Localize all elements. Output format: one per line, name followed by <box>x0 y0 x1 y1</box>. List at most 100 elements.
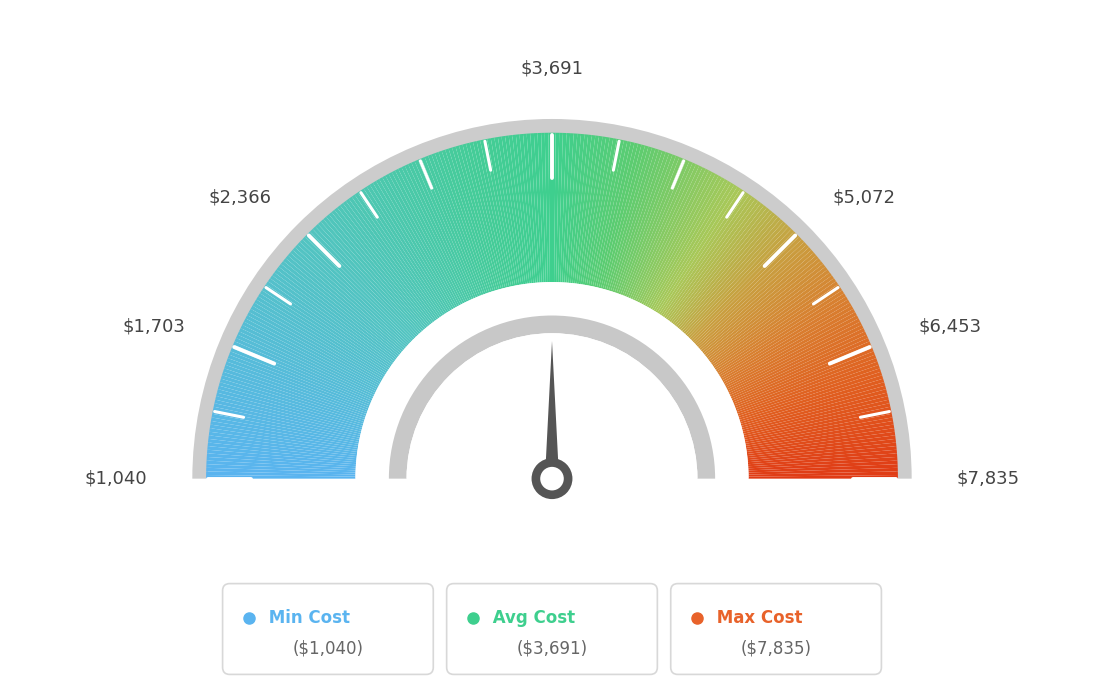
Wedge shape <box>206 475 355 479</box>
Wedge shape <box>337 206 432 324</box>
Wedge shape <box>746 424 894 450</box>
Wedge shape <box>576 135 599 284</box>
Wedge shape <box>634 164 699 301</box>
Wedge shape <box>639 169 709 304</box>
Wedge shape <box>676 210 773 327</box>
Wedge shape <box>340 203 433 324</box>
Text: $3,691: $3,691 <box>520 60 584 78</box>
Wedge shape <box>719 297 848 377</box>
Wedge shape <box>516 135 533 283</box>
Wedge shape <box>725 315 859 388</box>
Text: ($7,835): ($7,835) <box>741 639 811 657</box>
Wedge shape <box>578 136 603 284</box>
Wedge shape <box>697 244 809 347</box>
Wedge shape <box>666 197 755 319</box>
Wedge shape <box>734 348 873 406</box>
Wedge shape <box>227 355 369 410</box>
Wedge shape <box>307 232 414 339</box>
Wedge shape <box>724 312 857 386</box>
Wedge shape <box>232 344 371 404</box>
Wedge shape <box>744 403 890 437</box>
Wedge shape <box>376 179 454 310</box>
Wedge shape <box>312 226 417 337</box>
Wedge shape <box>587 138 617 286</box>
Wedge shape <box>668 199 758 321</box>
Wedge shape <box>226 358 368 412</box>
Wedge shape <box>652 181 731 310</box>
Wedge shape <box>744 406 891 440</box>
Wedge shape <box>217 386 363 428</box>
Wedge shape <box>320 219 422 333</box>
Wedge shape <box>389 172 461 306</box>
Wedge shape <box>749 457 898 469</box>
Wedge shape <box>286 255 402 353</box>
Wedge shape <box>743 396 889 434</box>
Wedge shape <box>379 177 456 308</box>
Wedge shape <box>214 403 360 437</box>
Wedge shape <box>206 464 355 473</box>
Wedge shape <box>713 282 838 368</box>
Wedge shape <box>731 335 868 399</box>
Wedge shape <box>395 169 465 304</box>
Wedge shape <box>302 237 412 343</box>
Wedge shape <box>749 464 898 473</box>
Wedge shape <box>452 146 497 290</box>
Wedge shape <box>210 424 358 450</box>
Wedge shape <box>435 152 487 294</box>
Wedge shape <box>591 139 624 286</box>
Wedge shape <box>715 287 842 372</box>
Wedge shape <box>406 333 698 479</box>
Wedge shape <box>354 193 442 317</box>
Wedge shape <box>484 139 516 286</box>
Wedge shape <box>559 133 566 282</box>
Wedge shape <box>747 439 896 458</box>
Wedge shape <box>223 368 365 418</box>
Wedge shape <box>290 250 404 351</box>
Wedge shape <box>669 201 761 322</box>
Wedge shape <box>742 389 887 430</box>
Wedge shape <box>745 414 892 444</box>
Wedge shape <box>737 365 880 416</box>
Wedge shape <box>523 134 538 283</box>
Wedge shape <box>501 136 526 284</box>
Wedge shape <box>274 270 395 362</box>
Wedge shape <box>737 362 879 414</box>
Wedge shape <box>700 250 814 351</box>
Wedge shape <box>428 155 484 295</box>
Wedge shape <box>459 144 501 289</box>
Wedge shape <box>355 282 749 479</box>
Wedge shape <box>466 143 506 288</box>
Wedge shape <box>714 284 840 370</box>
Wedge shape <box>229 351 369 408</box>
Wedge shape <box>680 217 781 331</box>
Wedge shape <box>206 453 355 466</box>
FancyBboxPatch shape <box>447 584 657 674</box>
Wedge shape <box>704 261 824 357</box>
Wedge shape <box>735 351 875 408</box>
Wedge shape <box>597 142 635 288</box>
Wedge shape <box>251 306 382 382</box>
Text: $6,453: $6,453 <box>919 317 981 336</box>
Wedge shape <box>264 284 390 370</box>
Wedge shape <box>254 299 384 379</box>
Wedge shape <box>208 439 357 458</box>
Wedge shape <box>601 144 641 289</box>
Wedge shape <box>654 183 734 312</box>
Wedge shape <box>408 163 473 300</box>
Wedge shape <box>346 199 436 321</box>
Wedge shape <box>641 170 712 304</box>
Wedge shape <box>253 302 383 380</box>
Wedge shape <box>740 379 884 424</box>
Wedge shape <box>385 174 459 306</box>
Wedge shape <box>363 186 447 314</box>
Wedge shape <box>331 210 428 327</box>
Wedge shape <box>234 338 372 401</box>
Wedge shape <box>687 226 792 337</box>
Wedge shape <box>477 140 511 287</box>
Wedge shape <box>358 190 443 316</box>
Wedge shape <box>701 253 816 352</box>
Wedge shape <box>626 159 686 297</box>
Wedge shape <box>603 144 645 289</box>
Wedge shape <box>422 157 479 297</box>
Wedge shape <box>690 232 797 339</box>
